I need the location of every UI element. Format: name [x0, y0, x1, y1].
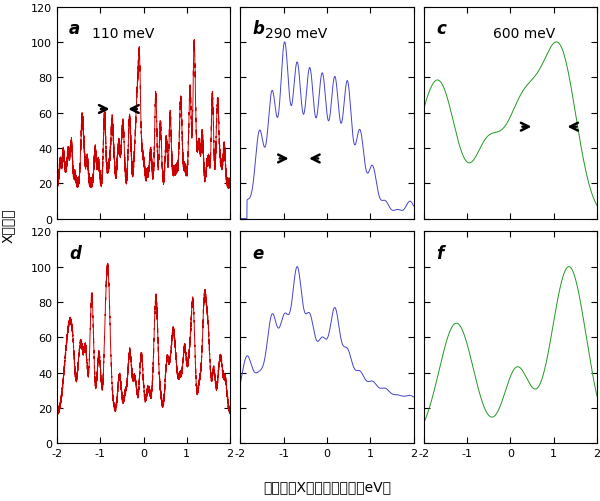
Text: X線強度: X線強度 [1, 208, 15, 242]
Text: 290 meV: 290 meV [265, 27, 327, 41]
Text: 600 meV: 600 meV [493, 27, 556, 41]
Text: f: f [436, 244, 443, 263]
Text: 相対的なX線エネルギー（eV）: 相対的なX線エネルギー（eV） [263, 479, 391, 493]
Text: a: a [69, 20, 80, 38]
Text: b: b [253, 20, 265, 38]
Text: d: d [69, 244, 81, 263]
Text: e: e [253, 244, 264, 263]
Text: c: c [436, 20, 446, 38]
Text: 110 meV: 110 meV [92, 27, 154, 41]
